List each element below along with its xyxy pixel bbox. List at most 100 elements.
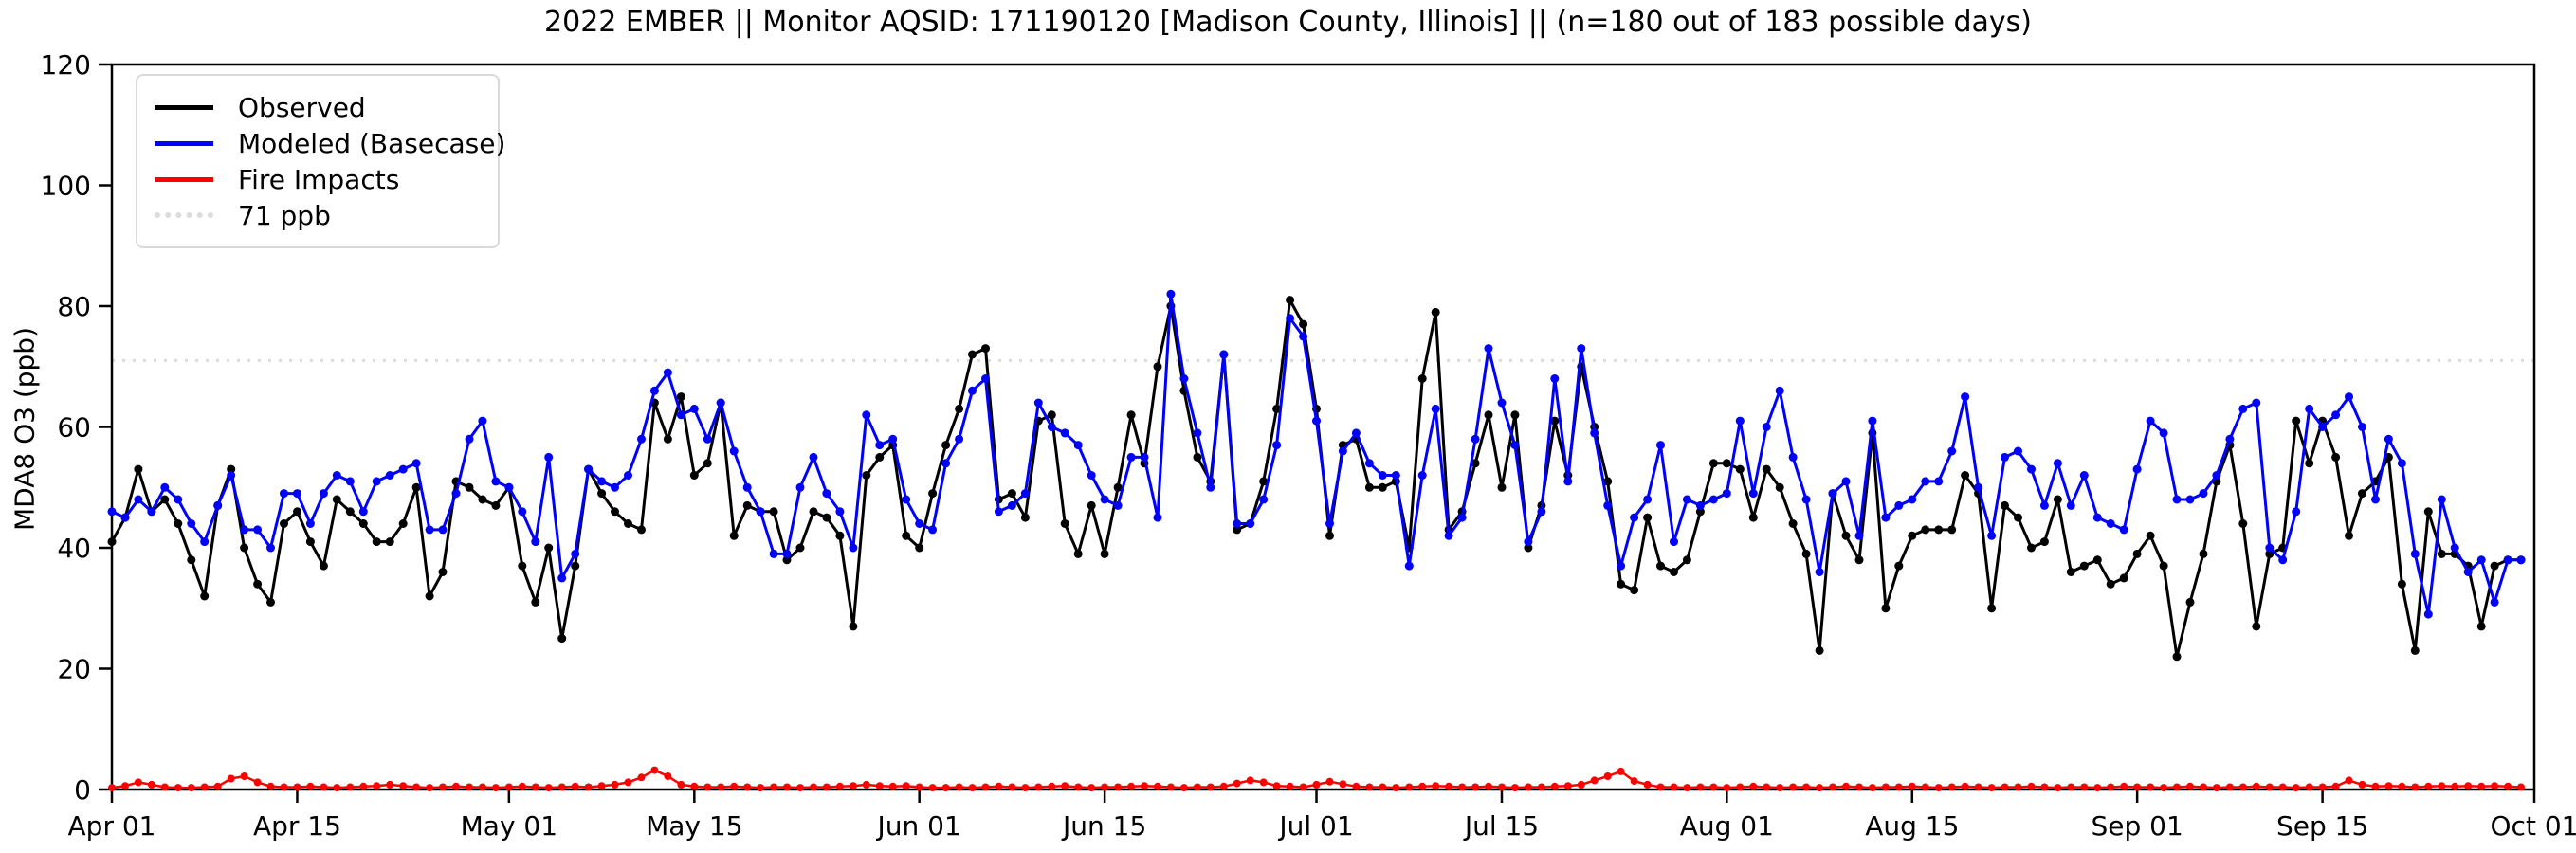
fire-impacts-series-point (2491, 782, 2499, 790)
modeled-series-point (1100, 495, 1109, 504)
modeled-series-point (1854, 531, 1864, 540)
modeled-series-point (716, 398, 725, 408)
observed-series-point (663, 434, 672, 444)
modeled-series-point (1934, 477, 1944, 486)
fire-impacts-series-point (2212, 784, 2220, 792)
observed-series-point (2199, 549, 2208, 558)
fire-impacts-series-point (2358, 780, 2366, 789)
observed-series-point (2001, 500, 2009, 510)
modeled-series-point (187, 519, 196, 528)
modeled-series-point (2092, 513, 2102, 522)
modeled-series-point (941, 459, 951, 468)
modeled-series-point (2027, 464, 2036, 474)
fire-impacts-series-point (1709, 783, 1718, 791)
observed-series-point (253, 579, 263, 589)
fire-impacts-series-point (1881, 783, 1890, 791)
observed-series-point (465, 482, 474, 492)
x-tick-label: Jun 01 (876, 810, 961, 842)
observed-series-point (332, 495, 341, 504)
fire-impacts-series-point (611, 780, 619, 789)
observed-series-point (2292, 416, 2301, 426)
modeled-series-point (742, 482, 752, 492)
modeled-series-point (2516, 555, 2526, 565)
modeled-series-point (1643, 495, 1653, 504)
modeled-series-point (2331, 410, 2341, 420)
fire-impacts-series-point (147, 780, 155, 789)
observed-series-point (398, 519, 408, 528)
observed-series-point (2159, 561, 2168, 571)
fire-impacts-series-point (1947, 783, 1956, 791)
modeled-series-point (2318, 423, 2328, 431)
modeled-series-point (2437, 495, 2446, 504)
fire-impacts-series-point (1590, 776, 1599, 785)
observed-series-point (676, 392, 685, 402)
modeled-series-point (2476, 555, 2486, 565)
fire-impacts-series-point (1233, 779, 1241, 788)
fire-impacts-series-point (2027, 782, 2036, 790)
observed-series-point (1775, 482, 1784, 492)
modeled-series-point (120, 513, 130, 522)
fire-impacts-series-point (412, 783, 421, 791)
fire-impacts-series-point (1339, 780, 1347, 789)
observed-series-point (1153, 362, 1162, 372)
observed-series-point (227, 464, 236, 474)
observed-series-point (2172, 652, 2182, 662)
modeled-series-point (451, 489, 461, 499)
observed-series-point (107, 537, 117, 547)
observed-series-point (1073, 549, 1083, 558)
y-tick-label: 100 (41, 171, 91, 202)
observed-series-point (875, 452, 885, 462)
fire-impacts-series-point (2517, 783, 2525, 791)
fire-impacts-series-point (902, 782, 910, 790)
fire-impacts-series-point (399, 782, 408, 790)
observed-series-point (1484, 410, 1493, 420)
modeled-series-point (2225, 434, 2235, 444)
observed-series-point (1934, 525, 1944, 535)
fire-impacts-series-point (2067, 783, 2075, 791)
observed-series-point (2014, 513, 2022, 522)
observed-series-point (1047, 410, 1056, 420)
observed-series-point (2265, 549, 2275, 558)
modeled-series-point (689, 404, 699, 413)
modeled-series-point (1828, 489, 1837, 499)
observed-series-point (2345, 531, 2353, 540)
modeled-series-point (385, 471, 394, 480)
modeled-series-point (2384, 434, 2393, 444)
modeled-series-point (332, 471, 341, 480)
legend-row-observed: Observed (155, 89, 481, 125)
modeled-series-point (1617, 561, 1626, 571)
fire-impacts-series-point (2345, 776, 2353, 785)
observed-series-point (1643, 513, 1653, 522)
fire-impacts-series-point (1696, 783, 1705, 791)
fire-impacts-series-point (2080, 783, 2089, 791)
observed-series-point (385, 537, 394, 547)
observed-series-point (319, 561, 328, 571)
fire-impacts-series-point (1577, 780, 1585, 789)
fire-impacts-series-point (1127, 782, 1136, 790)
fire-impacts-series-point (1868, 784, 1876, 792)
modeled-series-point (729, 446, 739, 456)
fire-impacts-series-point (1485, 782, 1492, 790)
modeled-series-point (358, 507, 368, 517)
fire-impacts-series-point (915, 783, 923, 791)
legend: Observed Modeled (Basecase) Fire Impacts… (136, 74, 505, 248)
modeled-series-point (1404, 561, 1414, 571)
observed-series-point (1007, 489, 1016, 499)
modeled-series-point (862, 410, 871, 420)
fire-impacts-series-point (1087, 784, 1096, 792)
modeled-series-point (398, 464, 408, 474)
fire-impacts-series-point (968, 784, 977, 792)
modeled-series-point (1735, 416, 1745, 426)
fire-impacts-series-point (690, 782, 699, 790)
fire-impacts-series-point (2278, 783, 2287, 791)
fire-impacts-series-point (1418, 782, 1427, 790)
fire-impacts-series-point (1776, 784, 1784, 792)
observed-series-point (1060, 519, 1069, 528)
modeled-series-point (1206, 482, 1215, 492)
modeled-series-point (1695, 500, 1705, 510)
y-tick-label: 0 (74, 774, 91, 806)
observed-series-point (1894, 561, 1904, 571)
modeled-series-point (1325, 519, 1334, 528)
fire-impacts-series-point (875, 782, 884, 790)
modeled-series-point (1193, 428, 1202, 438)
